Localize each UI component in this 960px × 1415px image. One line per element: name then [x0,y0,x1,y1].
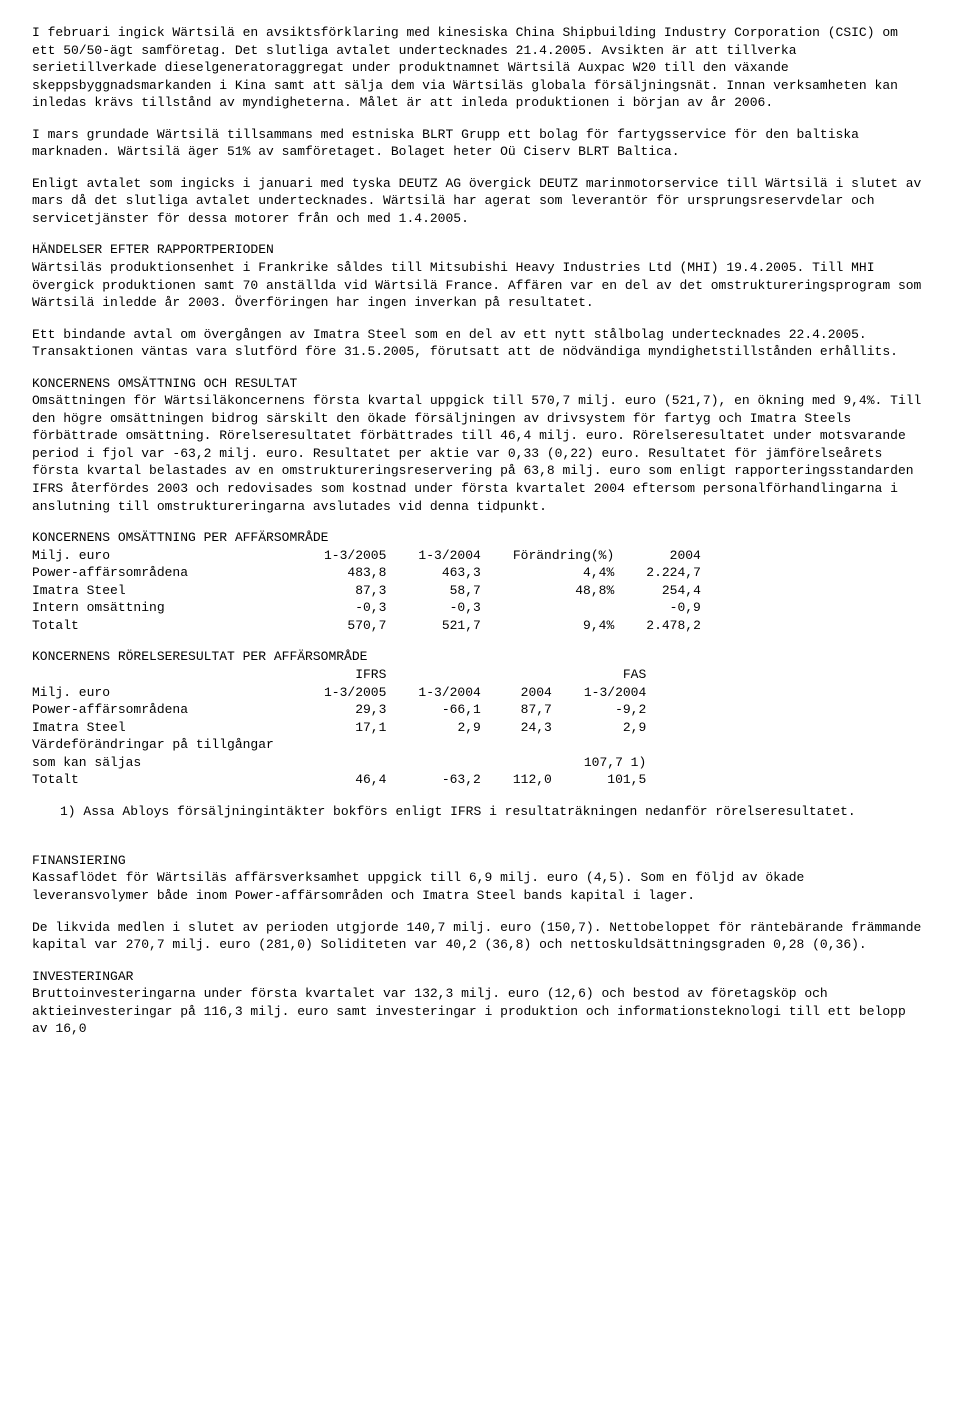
table-cell: 2.224,7 [622,564,709,582]
table-cell [489,599,622,617]
paragraph: Kassaflödet för Wärtsiläs affärsverksamh… [32,870,804,903]
table-header: 1-3/2005 [300,547,394,565]
table-cell: 101,5 [560,771,654,789]
table-cell: Power-affärsområdena [32,564,300,582]
table-header: IFRS [300,666,394,684]
table-cell: Värdeförändringar på tillgångar [32,736,300,754]
table-cell: 2,9 [394,719,488,737]
paragraph: Wärtsiläs produktionsenhet i Frankrike s… [32,260,921,310]
paragraph: Ett bindande avtal om övergången av Imat… [32,326,928,361]
table-header [394,666,488,684]
table-cell: 87,7 [489,701,560,719]
table-cell: 2,9 [560,719,654,737]
table-footnote: 1) Assa Abloys försäljningintäkter bokfö… [32,803,928,821]
table-cell: 521,7 [394,617,488,635]
paragraph: I mars grundade Wärtsilä tillsammans med… [32,126,928,161]
table-row: Imatra Steel 17,1 2,9 24,3 2,9 [32,719,654,737]
table-row: Power-affärsområdena 483,8 463,3 4,4% 2.… [32,564,709,582]
paragraph: Omsättningen för Wärtsiläkoncernens förs… [32,393,921,513]
revenue-table: Milj. euro 1-3/2005 1-3/2004 Förändring(… [32,547,709,635]
table-cell [560,736,654,754]
table-row: Imatra Steel 87,3 58,7 48,8% 254,4 [32,582,709,600]
paragraph: I februari ingick Wärtsilä en avsiktsför… [32,24,928,112]
table-cell: -0,3 [394,599,488,617]
table-header [489,666,560,684]
paragraph: Bruttoinvesteringarna under första kvart… [32,986,906,1036]
table-cell: 24,3 [489,719,560,737]
table-cell: Imatra Steel [32,582,300,600]
table-header: 2004 [622,547,709,565]
table-cell: -63,2 [394,771,488,789]
paragraph: Enligt avtalet som ingicks i januari med… [32,175,928,228]
table-cell: -9,2 [560,701,654,719]
table-cell: -0,9 [622,599,709,617]
operating-result-table: IFRS FAS Milj. euro 1-3/2005 1-3/2004 20… [32,666,654,789]
table-row: Totalt 570,7 521,7 9,4% 2.478,2 [32,617,709,635]
section-heading: KONCERNENS OMSÄTTNING OCH RESULTAT [32,375,928,393]
table-header: 1-3/2004 [394,684,488,702]
table-title: KONCERNENS OMSÄTTNING PER AFFÄRSOMRÅDE [32,529,928,547]
table-cell [394,754,488,772]
table-header [32,666,300,684]
table-row: Intern omsättning -0,3 -0,3 -0,9 [32,599,709,617]
table-cell: 2.478,2 [622,617,709,635]
section-heading: HÄNDELSER EFTER RAPPORTPERIODEN [32,241,928,259]
table-header: Milj. euro [32,547,300,565]
table-cell [489,754,560,772]
table-cell [489,736,560,754]
table-header-row: Milj. euro 1-3/2005 1-3/2004 2004 1-3/20… [32,684,654,702]
table-row: Power-affärsområdena 29,3 -66,1 87,7 -9,… [32,701,654,719]
table-cell: 9,4% [489,617,622,635]
table-cell: Totalt [32,771,300,789]
table-cell: 87,3 [300,582,394,600]
table-cell: 46,4 [300,771,394,789]
table-header: 1-3/2004 [394,547,488,565]
table-header: Förändring(%) [489,547,622,565]
table-row: Totalt 46,4 -63,2 112,0 101,5 [32,771,654,789]
table-cell [394,736,488,754]
table-cell: -0,3 [300,599,394,617]
table-cell: -66,1 [394,701,488,719]
table-cell: 17,1 [300,719,394,737]
table-title: KONCERNENS RÖRELSERESULTAT PER AFFÄRSOMR… [32,648,928,666]
table-row: Värdeförändringar på tillgångar [32,736,654,754]
table-cell: 254,4 [622,582,709,600]
table-cell: 570,7 [300,617,394,635]
table-cell: som kan säljas [32,754,300,772]
table-cell: 483,8 [300,564,394,582]
table-row: som kan säljas 107,7 1) [32,754,654,772]
table-header: FAS [560,666,654,684]
table-cell: 4,4% [489,564,622,582]
table-cell: 48,8% [489,582,622,600]
section-heading: INVESTERINGAR [32,968,928,986]
table-cell: 107,7 1) [560,754,654,772]
table-cell: 58,7 [394,582,488,600]
table-cell: Power-affärsområdena [32,701,300,719]
table-super-header-row: IFRS FAS [32,666,654,684]
table-header: 1-3/2004 [560,684,654,702]
section-heading: FINANSIERING [32,852,928,870]
table-cell [300,754,394,772]
table-cell: 29,3 [300,701,394,719]
table-cell [300,736,394,754]
table-cell: Imatra Steel [32,719,300,737]
table-cell: 463,3 [394,564,488,582]
table-header-row: Milj. euro 1-3/2005 1-3/2004 Förändring(… [32,547,709,565]
table-header: 1-3/2005 [300,684,394,702]
table-header: 2004 [489,684,560,702]
table-cell: Totalt [32,617,300,635]
paragraph: De likvida medlen i slutet av perioden u… [32,919,928,954]
table-cell: 112,0 [489,771,560,789]
table-cell: Intern omsättning [32,599,300,617]
table-header: Milj. euro [32,684,300,702]
